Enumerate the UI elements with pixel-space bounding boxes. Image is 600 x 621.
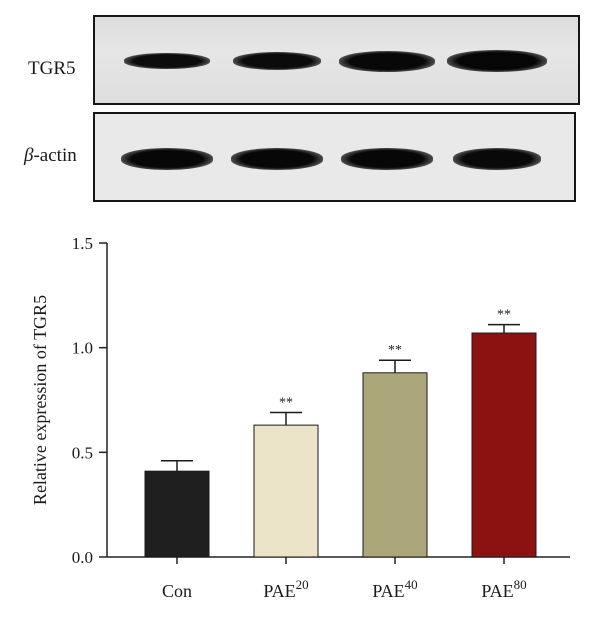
blot-band-actin-1: [121, 148, 213, 170]
bar-1: [144, 470, 210, 558]
x-tick-label: PAE40: [372, 577, 417, 601]
blot-label-tgr5: TGR5: [28, 58, 76, 79]
blot-label-actin-text: -actin: [33, 145, 77, 166]
x-tick-label: Con: [162, 581, 192, 601]
y-tick-label: 1.0: [72, 339, 93, 358]
x-tick-label: PAE80: [481, 577, 526, 601]
x-tick-label: PAE20: [263, 577, 308, 601]
blot-panel-tgr5: [93, 15, 580, 105]
y-tick-label: 1.5: [72, 234, 93, 253]
bar-2: [253, 424, 319, 558]
blot-band-actin-2: [231, 148, 323, 170]
beta-symbol: β: [24, 145, 34, 166]
bar-3: [362, 372, 428, 558]
significance-marker: **: [388, 343, 402, 358]
y-axis-label: Relative expression of TGR5: [30, 295, 50, 505]
blot-band-tgr5-3: [339, 50, 435, 72]
blot-band-tgr5-4: [447, 50, 547, 72]
y-tick-label: 0.0: [72, 548, 93, 567]
blot-panel-beta-actin: [93, 112, 576, 202]
blot-label-beta-actin: β-actin: [24, 146, 77, 166]
blot-band-actin-3: [341, 148, 433, 170]
significance-marker: **: [497, 308, 511, 323]
significance-marker: **: [279, 396, 293, 411]
blot-band-tgr5-2: [233, 52, 321, 70]
y-tick-label: 0.5: [72, 443, 93, 462]
bar-4: [471, 332, 537, 558]
blot-band-actin-4: [453, 148, 541, 170]
blot-band-tgr5-1: [124, 53, 210, 69]
